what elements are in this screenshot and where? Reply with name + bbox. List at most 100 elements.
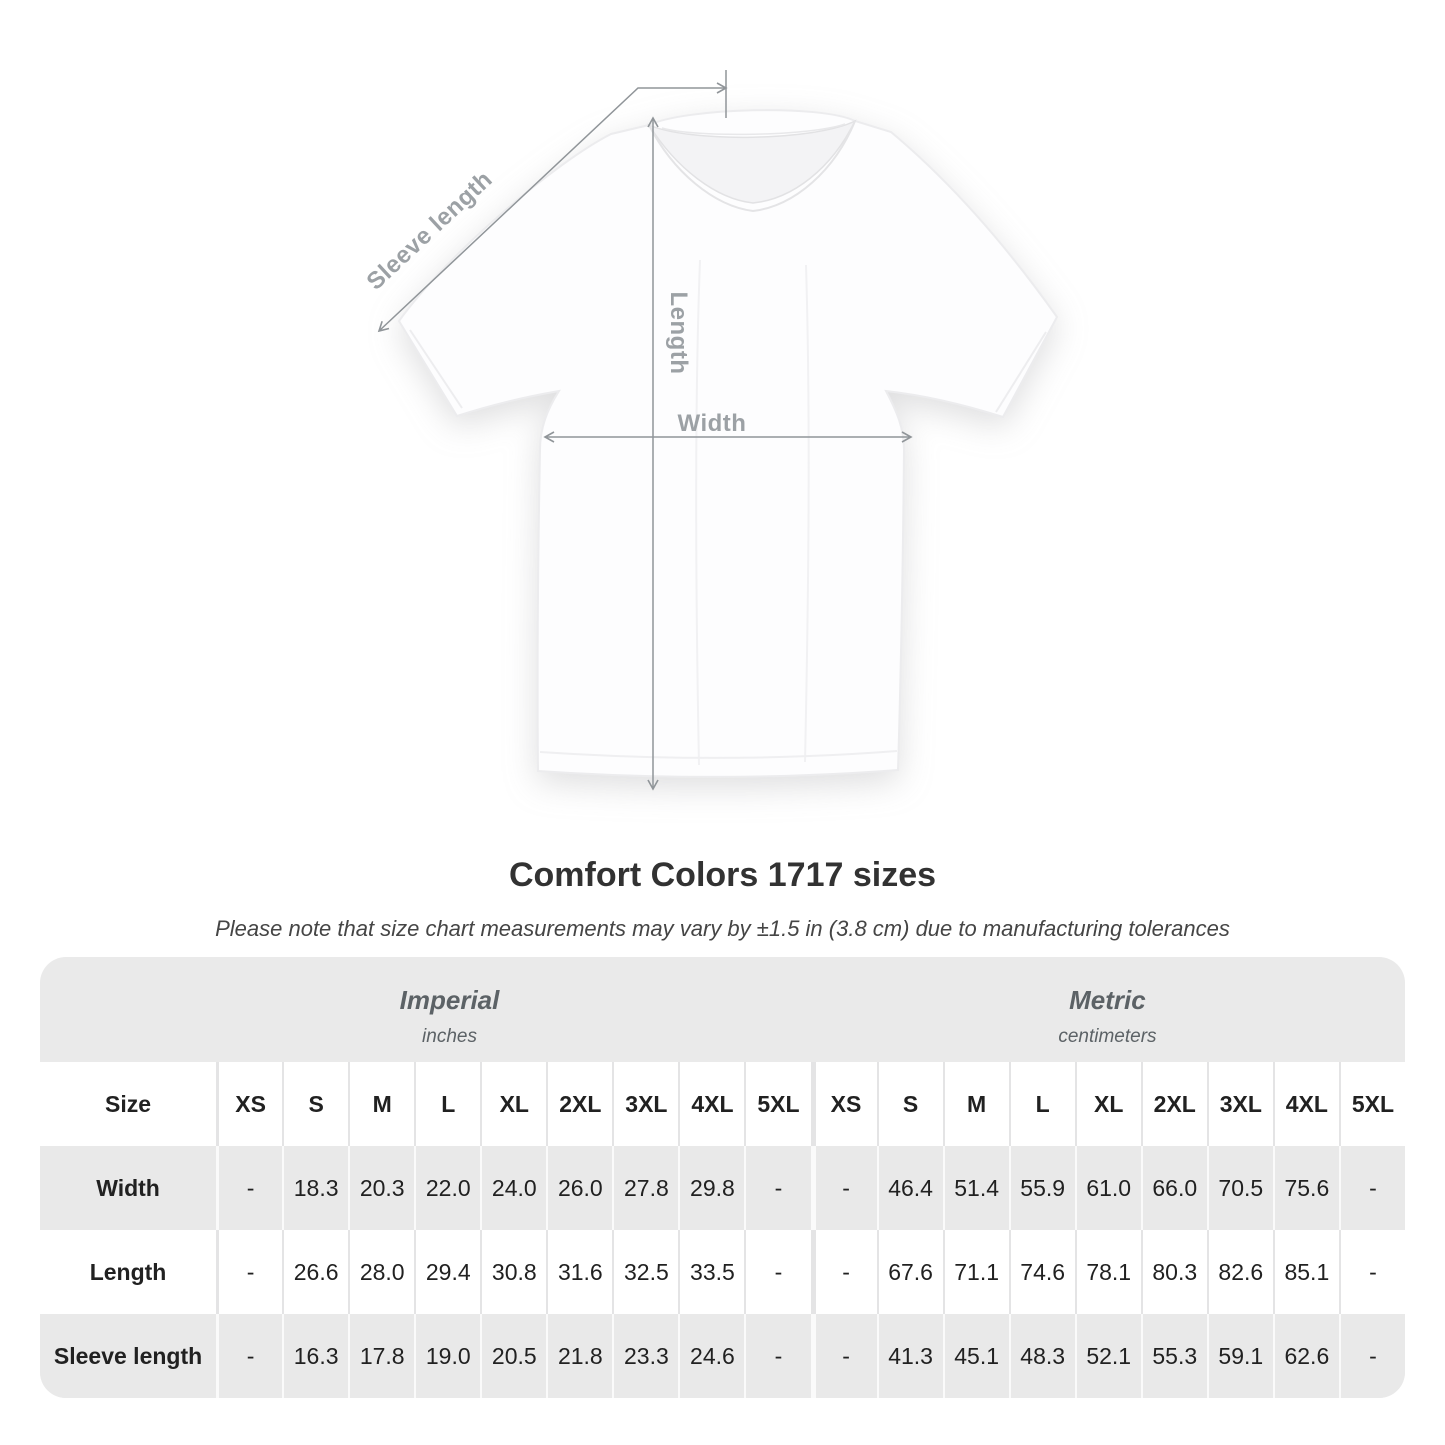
imperial-value-cell: 20.5 [480, 1314, 547, 1398]
page-title: Comfort Colors 1717 sizes [508, 856, 937, 894]
size-col-header: 5XL [744, 1062, 811, 1146]
imperial-value-cell: 24.0 [480, 1146, 547, 1230]
size-col-header: XS [216, 1062, 283, 1146]
width-label: Width [677, 410, 747, 437]
metric-value-cell: 70.5 [1206, 1146, 1273, 1230]
metric-value-cell: 66.0 [1140, 1146, 1207, 1230]
row-label: Sleeve length [40, 1314, 217, 1398]
imperial-value-cell: - [216, 1146, 283, 1230]
imperial-value-cell: - [744, 1230, 811, 1314]
size-col-header: L [414, 1062, 481, 1146]
metric-value-cell: - [1338, 1314, 1405, 1398]
size-col-header: S [282, 1062, 349, 1146]
metric-value-cell: 71.1 [942, 1230, 1009, 1314]
imperial-title: Imperial [399, 985, 500, 1015]
length-label: Length [665, 291, 692, 375]
size-header-cell: Size [40, 1062, 217, 1146]
imperial-value-cell: 19.0 [414, 1314, 481, 1398]
size-col-header: S [876, 1062, 943, 1146]
metric-value-cell: 52.1 [1074, 1314, 1141, 1398]
size-col-header: XL [1074, 1062, 1141, 1146]
metric-value-cell: 67.6 [876, 1230, 943, 1314]
imperial-unit: inches [422, 1026, 477, 1047]
imperial-value-cell: 23.3 [612, 1314, 679, 1398]
metric-value-cell: 62.6 [1272, 1314, 1339, 1398]
metric-value-cell: 46.4 [876, 1146, 943, 1230]
tolerance-note: Please note that size chart measurements… [215, 916, 1230, 941]
imperial-value-cell: - [216, 1230, 283, 1314]
imperial-value-cell: 16.3 [282, 1314, 349, 1398]
metric-value-cell: 61.0 [1074, 1146, 1141, 1230]
metric-value-cell: 74.6 [1008, 1230, 1075, 1314]
metric-value-cell: - [1338, 1230, 1405, 1314]
metric-value-cell: - [810, 1230, 877, 1314]
row-label: Length [40, 1230, 217, 1314]
tshirt-right-cuff-seam [995, 331, 1047, 413]
imperial-value-cell: 30.8 [480, 1230, 547, 1314]
measurement-row: Sleeve length -16.3 17.8 19.0 20.5 21.8 23.3 24… [40, 1314, 1405, 1398]
metric-value-cell: 55.3 [1140, 1314, 1207, 1398]
measurement-row: Length -26.6 28.0 29.4 30.8 31.6 32.5 33.5- -67.… [40, 1230, 1405, 1314]
imperial-value-cell: 33.5 [678, 1230, 745, 1314]
size-col-header: 2XL [1140, 1062, 1207, 1146]
metric-value-cell: 82.6 [1206, 1230, 1273, 1314]
size-chart-panel: Imperial inches Metric centimeters Size X… [40, 957, 1405, 1398]
imperial-value-cell: - [744, 1314, 811, 1398]
metric-value-cell: 51.4 [942, 1146, 1009, 1230]
row-label: Width [40, 1146, 217, 1230]
imperial-value-cell: 26.6 [282, 1230, 349, 1314]
metric-value-cell: 55.9 [1008, 1146, 1075, 1230]
size-col-header: M [348, 1062, 415, 1146]
measurement-row: Width -18.3 20.3 22.0 24.0 26.0 27.8 29.8- -46.4… [40, 1146, 1405, 1230]
metric-value-cell: - [810, 1314, 877, 1398]
imperial-value-cell: 27.8 [612, 1146, 679, 1230]
imperial-value-cell: 20.3 [348, 1146, 415, 1230]
imperial-value-cell: 29.8 [678, 1146, 745, 1230]
size-col-header: 4XL [1272, 1062, 1339, 1146]
size-col-header: 4XL [678, 1062, 745, 1146]
imperial-value-cell: 22.0 [414, 1146, 481, 1230]
imperial-value-cell: 31.6 [546, 1230, 613, 1314]
size-col-header: XS [810, 1062, 877, 1146]
imperial-value-cell: - [744, 1146, 811, 1230]
size-col-header: L [1008, 1062, 1075, 1146]
size-table: Size XS S M L XL 2XL 3XL 4XL 5XL XS S M L XL 2XL 3XL 4XL 5… [40, 1062, 1405, 1398]
metric-value-cell: 75.6 [1272, 1146, 1339, 1230]
imperial-value-cell: 32.5 [612, 1230, 679, 1314]
metric-value-cell: 41.3 [876, 1314, 943, 1398]
metric-group-header: Metric centimeters [1058, 985, 1156, 1049]
tshirt-body-group [397, 109, 1059, 778]
metric-value-cell: - [810, 1146, 877, 1230]
tshirt-body [397, 109, 1059, 778]
metric-value-cell: 80.3 [1140, 1230, 1207, 1314]
tshirt-crease-right [804, 264, 810, 763]
metric-value-cell: 45.1 [942, 1314, 1009, 1398]
imperial-value-cell: 17.8 [348, 1314, 415, 1398]
size-col-header: 3XL [612, 1062, 679, 1146]
metric-value-cell: 85.1 [1272, 1230, 1339, 1314]
size-col-header: 3XL [1206, 1062, 1273, 1146]
sleeve-length-line [377, 82, 728, 333]
imperial-value-cell: - [216, 1314, 283, 1398]
size-header-row: Size XS S M L XL 2XL 3XL 4XL 5XL XS S M L XL 2XL 3XL 4XL 5… [40, 1062, 1405, 1146]
unit-header: Imperial inches Metric centimeters [40, 957, 1405, 1062]
tshirt-left-cuff-seam [409, 329, 463, 409]
imperial-value-cell: 28.0 [348, 1230, 415, 1314]
metric-value-cell: 78.1 [1074, 1230, 1141, 1314]
size-col-header: XL [480, 1062, 547, 1146]
imperial-group-header: Imperial inches [400, 985, 500, 1049]
imperial-value-cell: 21.8 [546, 1314, 613, 1398]
size-col-header: M [942, 1062, 1009, 1146]
metric-unit: centimeters [1058, 1026, 1157, 1047]
metric-value-cell: - [1338, 1146, 1405, 1230]
measurement-lines [377, 70, 913, 791]
imperial-value-cell: 24.6 [678, 1314, 745, 1398]
metric-value-cell: 59.1 [1206, 1314, 1273, 1398]
imperial-value-cell: 29.4 [414, 1230, 481, 1314]
imperial-value-cell: 18.3 [282, 1146, 349, 1230]
imperial-value-cell: 26.0 [546, 1146, 613, 1230]
tshirt-hem-seam [539, 750, 898, 759]
metric-value-cell: 48.3 [1008, 1314, 1075, 1398]
